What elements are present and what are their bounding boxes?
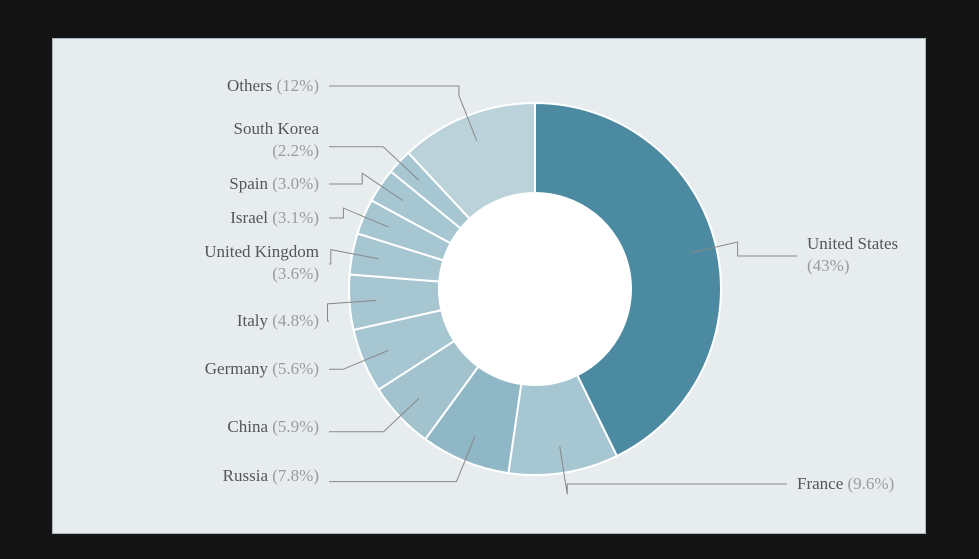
segment-label-pct: (2.2%) [272, 141, 319, 160]
chart-panel: United States (43%) France (9.6%) Russia (7… [52, 38, 926, 534]
segment-label-name: Israel [230, 208, 268, 227]
segment-label-pct: (5.6%) [272, 359, 319, 378]
segment-label-pct: (12%) [277, 76, 319, 95]
segment-label-name: Spain [229, 174, 268, 193]
segment-label: Germany (5.6%) [205, 359, 319, 378]
segment-label: United Kingdom (3.6%) [204, 242, 319, 283]
segment-label: Spain (3.0%) [229, 174, 319, 193]
segment-label: China (5.9%) [227, 417, 319, 436]
segment-label-name: South Korea [234, 119, 320, 138]
segment-label-name: France [797, 474, 843, 493]
segment-label-name: Germany [205, 359, 269, 378]
segment-label-name: Italy [237, 311, 269, 330]
segment-label-pct: (4.8%) [272, 311, 319, 330]
segment-label-pct: (3.0%) [272, 174, 319, 193]
segment-label: Italy (4.8%) [237, 311, 319, 330]
segment-label-name: United States [807, 234, 898, 253]
segment-label-name: Russia [223, 466, 269, 485]
segment-label: South Korea (2.2%) [234, 119, 320, 160]
segment-label-name: China [227, 417, 268, 436]
segment-label-pct: (3.6%) [272, 264, 319, 283]
segment-label-name: United Kingdom [204, 242, 319, 261]
segment-label-pct: (3.1%) [272, 208, 319, 227]
segment-label-pct: (7.8%) [272, 466, 319, 485]
segment-label: United States (43%) [807, 234, 898, 275]
segment-label-pct: (43%) [807, 256, 849, 275]
segment-label-pct: (9.6%) [848, 474, 895, 493]
segment-label-pct: (5.9%) [272, 417, 319, 436]
segment-label: Others (12%) [227, 76, 319, 95]
segment-label: Israel (3.1%) [230, 208, 319, 227]
segment-label-name: Others [227, 76, 272, 95]
segment-label: Russia (7.8%) [223, 466, 319, 485]
donut-chart: United States (43%) France (9.6%) Russia (7… [53, 39, 927, 535]
segment-label: France (9.6%) [797, 474, 894, 493]
